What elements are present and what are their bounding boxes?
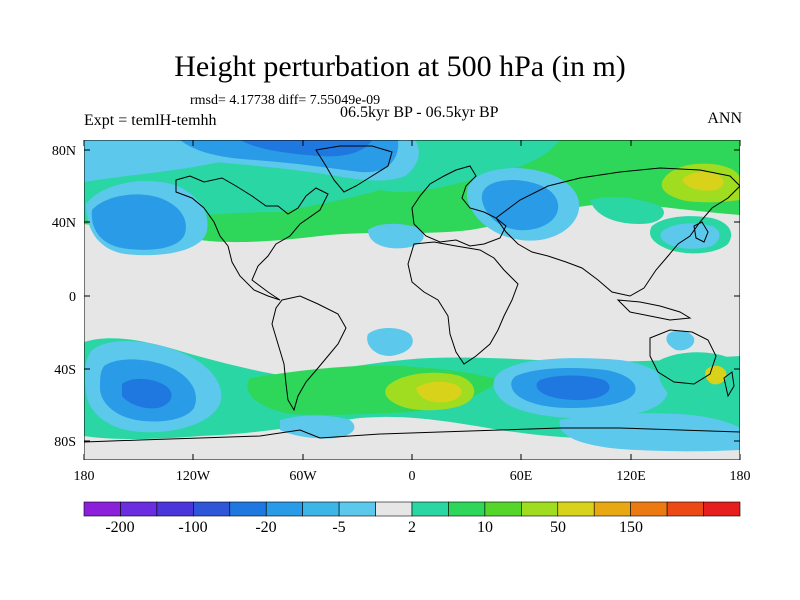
field-tropics-contours — [367, 328, 695, 356]
colorbar-swatch — [557, 501, 595, 517]
coast-south-america — [271, 295, 347, 412]
colorbar-swatch — [193, 501, 231, 517]
lon-label: 120W — [176, 469, 211, 484]
colorbar-swatch — [338, 501, 376, 517]
lon-label: 180 — [730, 469, 751, 484]
stats-line: rmsd= 4.17738 diff= 7.55049e-09 — [190, 93, 381, 108]
contour-pacific-midblue — [91, 194, 186, 250]
lat-label: 40N — [52, 216, 76, 231]
lon-label: 180 — [74, 469, 95, 484]
coast-new-zealand — [723, 371, 735, 398]
colorbar-swatch — [83, 501, 121, 517]
axis-ticks — [83, 140, 741, 460]
colorbar-tick-label: -100 — [178, 519, 207, 536]
colorbar-tick-label: 2 — [408, 519, 416, 536]
contour-australia-yellow — [705, 365, 727, 385]
colorbar-labels: -200 -100 -20 -5 2 10 50 150 — [105, 519, 643, 536]
colorbar-swatch — [521, 501, 559, 517]
contour-pacific-south-deepblue — [122, 378, 172, 409]
coast-australia — [649, 329, 717, 385]
coast-asia — [495, 167, 740, 297]
colorbar-swatch — [375, 501, 413, 517]
colorbar-swatch — [411, 501, 449, 517]
field-south-contours — [84, 338, 740, 452]
figure-title: Height perturbation at 500 hPa (in m) — [174, 50, 626, 83]
contour-trop-b — [666, 330, 695, 351]
colorbar-tick-label: -200 — [105, 519, 134, 536]
coast-antarctica — [84, 427, 740, 443]
lat-label: 0 — [69, 290, 76, 305]
lat-label: 80S — [54, 435, 76, 450]
colorbar-swatch — [448, 501, 486, 517]
lon-label: 60W — [289, 469, 317, 484]
contour-antarctic-lightblue — [559, 413, 740, 452]
lat-label: 80N — [52, 144, 76, 159]
coast-indonesia — [616, 299, 692, 321]
colorbar-swatch — [265, 501, 303, 517]
colorbar-swatch — [156, 501, 194, 517]
colorbar-swatch — [703, 501, 741, 517]
contour-south-yellow — [416, 381, 462, 403]
lat-axis-labels: 80N 40N 0 40S 80S — [52, 144, 76, 450]
experiment-label: Expt = temlH-temhh — [84, 112, 217, 129]
coast-north-america — [175, 175, 329, 301]
colorbar-swatch — [302, 501, 340, 517]
colorbar-swatch — [229, 501, 267, 517]
colorbar-swatch — [630, 501, 668, 517]
contour-trop-a — [367, 328, 413, 356]
contour-atlantic-lightblue — [368, 223, 424, 249]
season-label: ANN — [707, 110, 742, 127]
lon-label: 120E — [616, 469, 646, 484]
colorbar — [83, 501, 741, 517]
lon-axis-labels: 180 120W 60W 0 60E 120E 180 — [74, 469, 751, 484]
period-label: 06.5kyr BP - 06.5kyr BP — [340, 104, 499, 121]
coast-japan — [693, 221, 709, 243]
colorbar-swatch — [120, 501, 158, 517]
coastlines — [84, 145, 740, 443]
colorbar-swatch — [666, 501, 704, 517]
colorbar-tick-label: 50 — [550, 519, 566, 536]
lon-label: 0 — [409, 469, 416, 484]
colorbar-tick-label: 150 — [619, 519, 643, 536]
lat-label: 40S — [54, 363, 76, 378]
map-panel — [84, 140, 740, 460]
contour-europe-midblue — [481, 180, 559, 231]
colorbar-swatch — [593, 501, 631, 517]
colorbar-tick-label: -20 — [255, 519, 276, 536]
contour-mideast-teal — [590, 197, 664, 224]
contour-indian-deepblue — [536, 375, 610, 401]
colorbar-tick-label: 10 — [477, 519, 493, 536]
contour-asia-yellow — [682, 172, 724, 191]
coast-europe — [411, 165, 507, 247]
contour-atlantic-south-lightblue — [280, 415, 355, 439]
contour-canada-deepblue — [240, 140, 372, 157]
coast-greenland — [315, 145, 393, 193]
colorbar-tick-label: -5 — [332, 519, 345, 536]
colorbar-swatch — [484, 501, 522, 517]
lon-label: 60E — [510, 469, 533, 484]
coast-africa — [407, 241, 519, 365]
